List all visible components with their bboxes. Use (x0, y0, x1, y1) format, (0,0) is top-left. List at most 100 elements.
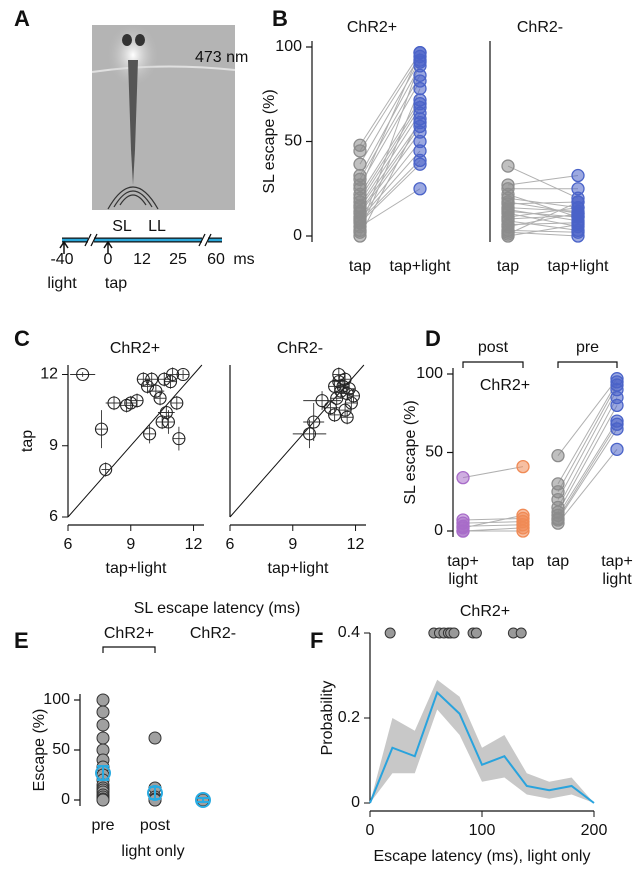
point (516, 459, 530, 474)
panel-label: A (14, 6, 30, 31)
y-axis-label: Escape (%) (31, 709, 48, 792)
group-label: ChR2+ (104, 625, 154, 642)
pair-line (462, 514, 524, 529)
point (456, 521, 470, 535)
pair-line (507, 201, 579, 235)
y-tick-label: 100 (416, 365, 443, 382)
confidence-band (370, 679, 594, 803)
fish-tail (128, 60, 138, 185)
pair-line (359, 107, 421, 203)
y-tick-label: 0 (434, 522, 443, 539)
bracket (102, 646, 156, 653)
light-edge (91, 65, 236, 73)
pair-line (507, 207, 579, 218)
point (353, 157, 367, 171)
x-tick-label: tap+ light (447, 553, 479, 588)
y-axis-label: Probability (319, 681, 336, 756)
x-tick-label-box: tap (547, 553, 569, 570)
chart-title: ChR2+ (460, 603, 510, 620)
pair-line (557, 420, 618, 516)
x-tick-label-box: tap (512, 553, 534, 570)
bracket (557, 361, 618, 368)
point (96, 793, 110, 807)
pair-line (507, 224, 579, 237)
error-bar (197, 797, 209, 803)
pair-line (557, 428, 618, 521)
y-tick-label: 0 (351, 794, 360, 811)
point (107, 396, 121, 410)
chart-title: ChR2- (277, 340, 323, 357)
event (448, 627, 460, 639)
x-tick-label: 9 (126, 536, 135, 553)
timeline-tick: 25 (169, 251, 187, 268)
x-tick-label: tap+ light (601, 553, 633, 588)
pair-line (359, 75, 421, 180)
pair-line (507, 175, 579, 186)
x-tick-label: 0 (366, 822, 375, 839)
stimulus: light (47, 275, 77, 292)
panel-label: B (272, 6, 288, 31)
x-tick-label-box: tap+ light (601, 553, 633, 588)
pair-line (359, 59, 421, 165)
pair-line (557, 405, 618, 513)
y-axis-label: SL escape (%) (402, 400, 419, 504)
pair-line (359, 52, 421, 189)
point (571, 229, 585, 243)
y-tick-label: 6 (49, 508, 58, 525)
chart-title: ChR2- (517, 19, 563, 36)
pair-line (359, 118, 421, 237)
point (413, 81, 427, 96)
mean-marker (195, 792, 211, 808)
pair-line (462, 517, 524, 521)
y-tick-label: 50 (52, 741, 70, 758)
panel-label: F (310, 628, 323, 653)
point (143, 427, 157, 441)
break (88, 234, 94, 246)
point (551, 448, 565, 463)
point (302, 427, 317, 441)
point (413, 157, 427, 171)
pair-line (359, 163, 421, 224)
x-tick-label: post (140, 817, 171, 834)
pair-line (507, 193, 579, 218)
point (516, 508, 530, 522)
point (99, 462, 113, 477)
point (571, 182, 585, 196)
mean-marker (95, 765, 111, 781)
y-tick-label: 0 (293, 227, 302, 244)
point (170, 396, 184, 410)
timeline-tick: -40 (50, 251, 73, 268)
point (346, 389, 360, 403)
y-tick-label: 0.4 (338, 624, 360, 641)
pair-line (462, 521, 524, 524)
point (456, 470, 470, 485)
line (369, 690, 595, 804)
x-tick-label: tap+light (547, 258, 609, 275)
point (413, 182, 427, 196)
glow (107, 23, 159, 87)
event (470, 627, 482, 639)
point (159, 405, 173, 420)
group-label: ChR2- (190, 625, 236, 642)
pair-line (359, 103, 421, 199)
x-tick-label-box: tap (497, 258, 519, 275)
point (96, 693, 110, 707)
x-tick-label-box: tap+light (547, 258, 609, 275)
eye (122, 34, 132, 46)
point (413, 55, 427, 69)
point (94, 422, 109, 436)
point (176, 367, 190, 382)
y-tick-label: 50 (425, 444, 443, 461)
point (328, 408, 342, 422)
pair-line (507, 207, 579, 212)
pair-line (359, 126, 421, 212)
point (332, 367, 346, 382)
x-tick-label-box: tap (349, 258, 371, 275)
y-tick-label: 12 (40, 366, 58, 383)
arrow (59, 240, 113, 254)
pair-line (557, 423, 618, 519)
pair-line (557, 381, 618, 485)
y-tick-label: 9 (49, 437, 58, 454)
point (96, 718, 110, 732)
